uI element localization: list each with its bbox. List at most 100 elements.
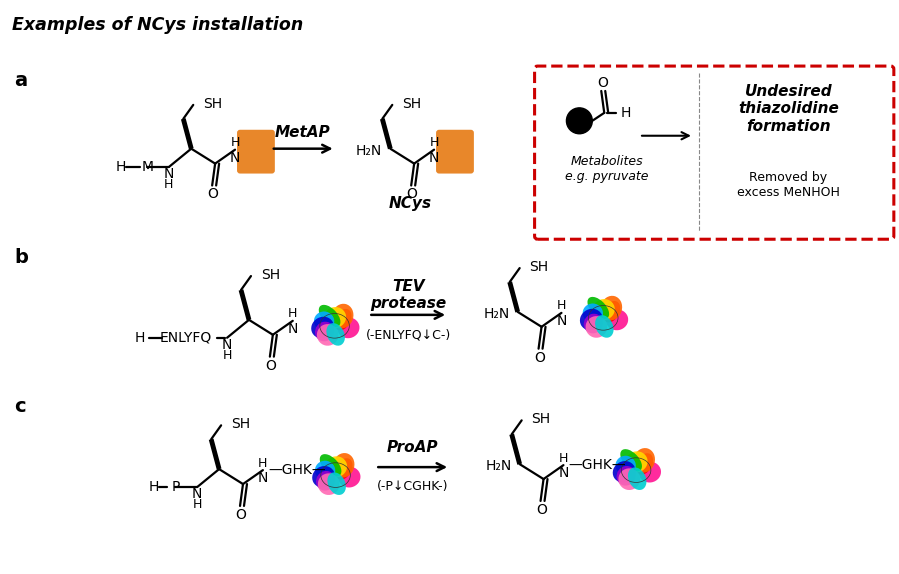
- Ellipse shape: [583, 304, 603, 323]
- Ellipse shape: [592, 299, 615, 320]
- Text: MetAP: MetAP: [275, 125, 331, 140]
- Text: SH: SH: [203, 97, 222, 111]
- Ellipse shape: [619, 468, 640, 490]
- Text: O: O: [236, 508, 246, 522]
- Text: c: c: [14, 397, 26, 417]
- Text: H: H: [230, 136, 240, 149]
- Text: SH: SH: [231, 417, 250, 431]
- Text: H: H: [192, 498, 202, 511]
- Text: a: a: [14, 71, 27, 90]
- Text: H: H: [135, 331, 146, 345]
- Text: H: H: [164, 178, 173, 191]
- Ellipse shape: [634, 448, 655, 472]
- Text: N: N: [558, 466, 569, 480]
- Ellipse shape: [333, 453, 354, 478]
- Text: Removed by
excess MeNHOH: Removed by excess MeNHOH: [737, 172, 840, 200]
- Ellipse shape: [325, 456, 347, 478]
- Ellipse shape: [587, 297, 610, 319]
- Text: H: H: [148, 480, 158, 494]
- Text: N: N: [258, 471, 268, 485]
- Text: O: O: [597, 76, 608, 90]
- Ellipse shape: [617, 466, 636, 486]
- Ellipse shape: [636, 453, 653, 475]
- Ellipse shape: [603, 301, 620, 323]
- Text: O: O: [208, 188, 218, 201]
- Text: H₂N: H₂N: [484, 307, 510, 321]
- Ellipse shape: [315, 321, 334, 342]
- Ellipse shape: [583, 314, 603, 333]
- Text: H₂N: H₂N: [356, 144, 382, 158]
- Text: SH: SH: [530, 260, 548, 274]
- Text: O: O: [534, 351, 545, 364]
- Text: N: N: [192, 487, 202, 501]
- Text: N: N: [429, 150, 440, 165]
- Text: H: H: [258, 457, 268, 470]
- Text: H: H: [620, 106, 630, 120]
- Text: ProAP: ProAP: [387, 440, 438, 455]
- Ellipse shape: [337, 317, 360, 338]
- Text: SH: SH: [531, 412, 551, 426]
- Text: H: H: [288, 307, 298, 320]
- Ellipse shape: [606, 309, 628, 330]
- FancyBboxPatch shape: [436, 130, 474, 173]
- Text: TEV
protease: TEV protease: [370, 279, 446, 311]
- FancyBboxPatch shape: [237, 130, 275, 173]
- Text: H: H: [222, 349, 232, 362]
- Text: H: H: [430, 136, 439, 149]
- Text: (-ENLYFQ↓C-): (-ENLYFQ↓C-): [366, 328, 450, 342]
- Ellipse shape: [601, 296, 622, 320]
- FancyBboxPatch shape: [535, 66, 894, 239]
- Ellipse shape: [316, 324, 339, 346]
- Text: SH: SH: [261, 268, 280, 282]
- Ellipse shape: [311, 317, 334, 338]
- Text: N: N: [230, 150, 240, 165]
- Text: P: P: [171, 480, 180, 494]
- Text: b: b: [14, 248, 28, 267]
- Text: NCys: NCys: [388, 196, 432, 211]
- Text: N: N: [556, 314, 566, 328]
- Text: (-P↓CGHK-): (-P↓CGHK-): [377, 479, 448, 492]
- Ellipse shape: [320, 454, 342, 476]
- Ellipse shape: [335, 458, 352, 480]
- Text: O: O: [406, 188, 418, 201]
- Ellipse shape: [580, 309, 602, 330]
- Text: H: H: [115, 160, 126, 173]
- Text: N: N: [288, 322, 298, 336]
- Text: H: H: [559, 452, 568, 465]
- Text: H₂N: H₂N: [485, 459, 512, 473]
- Ellipse shape: [626, 451, 647, 472]
- Text: H: H: [556, 300, 566, 312]
- Circle shape: [566, 108, 592, 134]
- Text: —GHK—: —GHK—: [268, 463, 325, 477]
- Ellipse shape: [332, 304, 353, 328]
- Text: —GHK—: —GHK—: [568, 458, 626, 472]
- Text: N: N: [164, 166, 174, 181]
- Ellipse shape: [324, 307, 346, 328]
- Ellipse shape: [638, 461, 661, 483]
- Text: O: O: [536, 503, 547, 517]
- Ellipse shape: [314, 312, 334, 331]
- Ellipse shape: [327, 472, 346, 495]
- Ellipse shape: [595, 315, 614, 338]
- Ellipse shape: [316, 471, 335, 491]
- Ellipse shape: [616, 456, 636, 475]
- Ellipse shape: [620, 449, 642, 471]
- Text: Undesired
thiazolidine
formation: Undesired thiazolidine formation: [738, 84, 839, 134]
- Ellipse shape: [628, 467, 646, 490]
- Ellipse shape: [585, 316, 607, 338]
- Text: Metabolites
e.g. pyruvate: Metabolites e.g. pyruvate: [565, 154, 649, 183]
- Text: N: N: [222, 338, 232, 352]
- Text: Examples of NCys installation: Examples of NCys installation: [12, 16, 303, 34]
- Text: O: O: [265, 359, 276, 373]
- Ellipse shape: [334, 309, 352, 331]
- Ellipse shape: [318, 474, 340, 495]
- Ellipse shape: [613, 461, 636, 483]
- Ellipse shape: [312, 466, 335, 487]
- Ellipse shape: [326, 323, 345, 346]
- Text: ENLYFQ: ENLYFQ: [160, 331, 212, 345]
- Ellipse shape: [338, 467, 360, 487]
- Ellipse shape: [315, 461, 335, 480]
- Ellipse shape: [319, 305, 341, 327]
- Text: SH: SH: [402, 97, 422, 111]
- Text: M: M: [141, 160, 154, 173]
